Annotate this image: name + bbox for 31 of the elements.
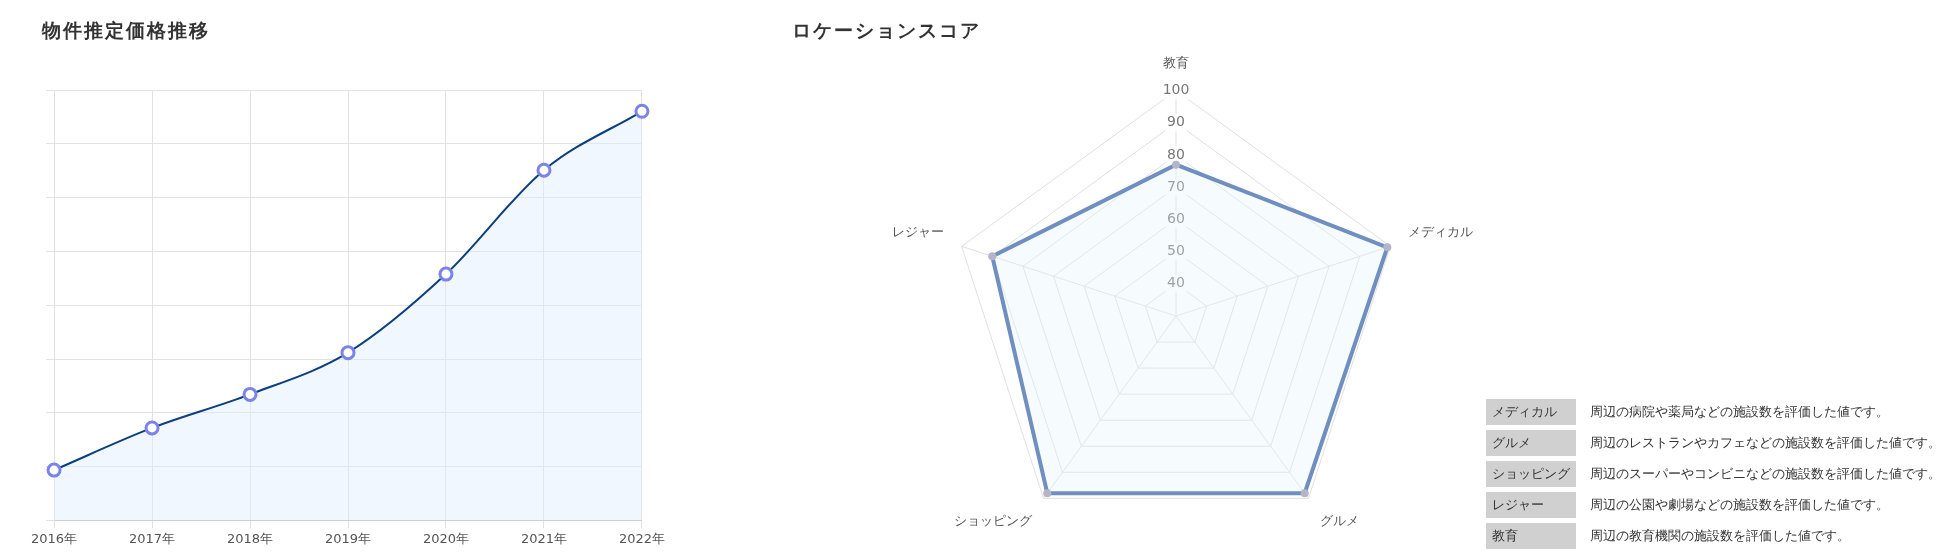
category-label: グルメ [1486, 430, 1576, 456]
x-tick-label: 2021年 [520, 530, 568, 546]
category-label: メディカル [1486, 399, 1576, 425]
text: 周辺の病院や薬局などの施設数を評価した値です。 [1589, 403, 1890, 421]
x-tick-label: 2019年 [324, 530, 372, 546]
category-label: レジャー [1486, 492, 1576, 518]
y-tick-label: 40 [1167, 274, 1185, 291]
spoke-label: 教育 [1163, 55, 1189, 71]
y-tick-label: 60 [1167, 210, 1185, 227]
x-tick-label: 2017年 [128, 530, 176, 546]
spoke-label: グルメ [1319, 512, 1359, 528]
y-tick-label: 50 [1167, 242, 1185, 259]
x-tick-label: 2020年 [422, 530, 470, 546]
spoke-label: メディカル [1408, 224, 1474, 240]
spoke-label: ショッピング [954, 512, 1034, 528]
y-tick-label: 100 [1162, 81, 1190, 98]
chart-title: ロケーションスコア [792, 18, 982, 43]
x-tick-label: 2022年 [618, 530, 665, 546]
text: 周辺の教育機関の施設数を評価した値です。 [1589, 527, 1851, 545]
x-tick-label: 2018年 [226, 530, 274, 546]
category-label: ショッピング [1486, 461, 1576, 487]
spoke-label: レジャー [891, 224, 944, 240]
text: 周辺のスーパーやコンビニなどの施設数を評価した値です。 [1589, 465, 1942, 483]
category-label: 教育 [1486, 523, 1576, 549]
x-tick-label: 2016年 [31, 530, 78, 546]
y-tick-label: 70 [1167, 177, 1185, 194]
text: 周辺の公園や劇場などの施設数を評価した値です。 [1589, 496, 1890, 514]
text: 周辺のレストランやカフェなどの施設数を評価した値です。 [1589, 434, 1942, 452]
chart-title: 物件推定価格推移 [42, 18, 211, 43]
y-tick-label: 90 [1167, 113, 1185, 130]
y-tick-label: 80 [1167, 145, 1185, 162]
